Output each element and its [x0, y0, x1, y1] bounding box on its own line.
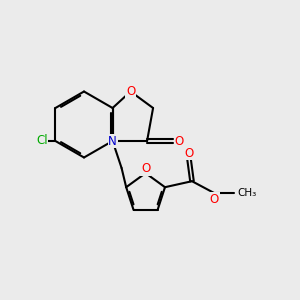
Text: N: N	[108, 134, 117, 148]
Text: O: O	[175, 134, 184, 148]
Text: O: O	[126, 85, 135, 98]
Text: Cl: Cl	[36, 134, 48, 148]
Text: O: O	[141, 162, 150, 175]
Text: O: O	[184, 147, 194, 160]
Text: CH₃: CH₃	[238, 188, 257, 198]
Text: O: O	[210, 193, 219, 206]
